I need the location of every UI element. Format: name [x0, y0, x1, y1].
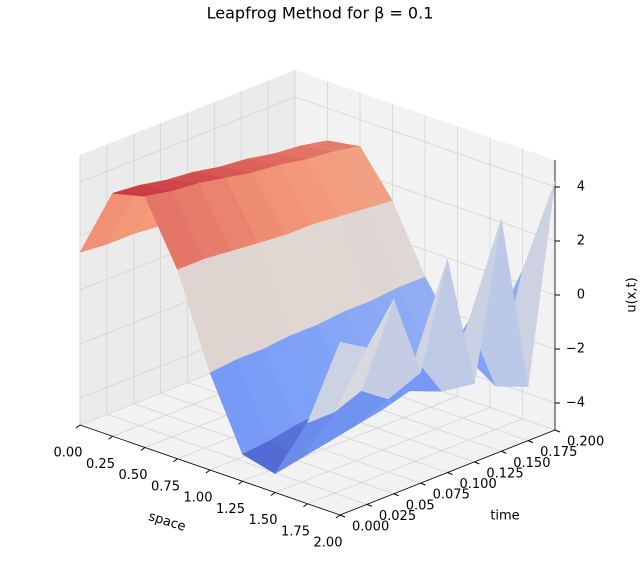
y-tick-label: 0.075	[433, 488, 470, 503]
y-tick-label: 0.000	[352, 520, 389, 535]
x-tick	[75, 424, 81, 429]
y-tick-label: 0.125	[486, 466, 523, 481]
y-tick	[527, 440, 534, 444]
x-tick-label: 1.25	[216, 502, 245, 517]
y-tick	[339, 514, 346, 518]
x-tick	[335, 514, 341, 519]
y-tick-label: 0.05	[406, 498, 435, 513]
x-tick	[270, 492, 276, 496]
x-tick-label: 0.25	[86, 457, 115, 472]
y-tick	[447, 472, 453, 475]
z-tick-label: 4	[577, 180, 585, 195]
x-tick	[238, 480, 243, 485]
x-tick-label: 2.00	[314, 536, 343, 551]
x-tick-label: 1.00	[184, 491, 213, 506]
z-tick-label: −4	[566, 396, 585, 411]
grid-line	[79, 96, 556, 188]
x-tick-label: 0.50	[119, 468, 148, 483]
x-tick-label: 1.50	[249, 513, 278, 528]
z-axis-label: u(x,t)	[625, 277, 640, 312]
x-tick	[173, 458, 178, 463]
y-tick	[474, 461, 480, 465]
x-tick	[108, 435, 113, 440]
y-tick-label: 0.100	[460, 477, 497, 492]
chart-title: Leapfrog Method for β = 0.1	[207, 4, 434, 23]
x-tick-label: 0.75	[151, 479, 180, 494]
x-axis-label: space	[147, 509, 188, 534]
y-tick	[501, 450, 507, 454]
x-tick-label: 1.75	[281, 524, 310, 539]
surface-patch	[307, 341, 368, 424]
y-tick-label: 0.200	[567, 435, 604, 450]
y-tick-label: 0.025	[379, 509, 416, 524]
x-tick	[303, 503, 308, 508]
y-tick	[420, 482, 426, 486]
y-tick	[554, 429, 561, 433]
y-tick	[366, 503, 373, 507]
y-tick	[393, 493, 399, 497]
x-tick-label: 0.00	[54, 446, 83, 461]
x-tick	[205, 469, 211, 474]
y-tick-label: 0.175	[540, 445, 577, 460]
z-tick-label: −2	[566, 342, 585, 357]
y-tick-label: 0.150	[513, 456, 550, 471]
y-axis-label: time	[490, 509, 519, 524]
x-tick	[140, 447, 146, 451]
z-tick-label: 2	[577, 234, 585, 249]
z-tick-label: 0	[577, 288, 585, 303]
